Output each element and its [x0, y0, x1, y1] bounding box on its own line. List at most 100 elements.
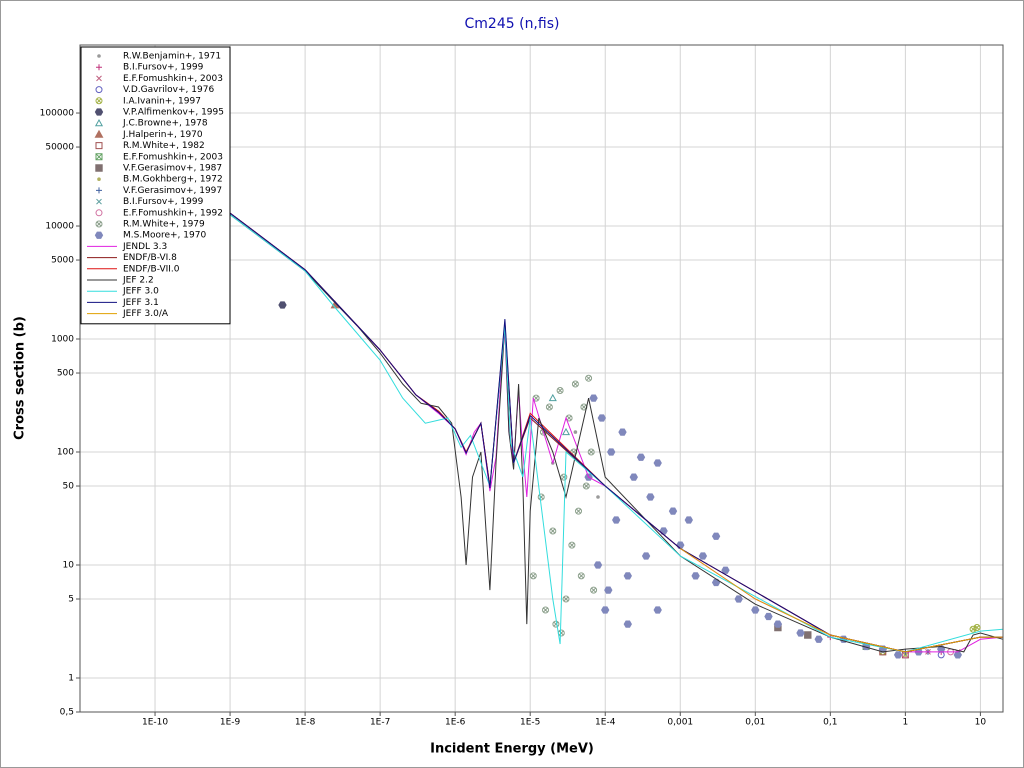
data-point: [636, 453, 646, 461]
y-tick-label: 0,5: [60, 708, 74, 718]
data-point: [577, 572, 585, 580]
legend-swatch: [94, 108, 104, 116]
legend-label: B.I.Fursov+, 1999: [123, 63, 204, 73]
data-point: [597, 414, 606, 422]
legend-swatch: [96, 198, 102, 205]
data-point: [653, 606, 662, 614]
legend-swatch: [95, 142, 103, 150]
legend-label: V.D.Gavrilov+, 1976: [123, 85, 214, 95]
data-point: [542, 606, 550, 614]
data-point: [590, 586, 598, 594]
data-point: [973, 624, 981, 631]
legend-swatch: [97, 177, 101, 181]
data-point: [659, 527, 668, 535]
data-point: [549, 527, 557, 535]
y-tick-label: 50000: [45, 143, 74, 153]
x-tick-label: 0,1: [823, 718, 837, 728]
data-point: [571, 380, 579, 388]
data-point: [796, 629, 805, 637]
legend-swatch: [95, 209, 103, 217]
data-point: [773, 620, 783, 628]
data-point: [582, 482, 590, 490]
data-point: [804, 631, 812, 639]
legend-label: R.W.Benjamin+, 1971: [123, 52, 221, 62]
grid: [76, 45, 1003, 716]
data-point: [545, 403, 553, 411]
data-point: [711, 532, 721, 540]
legend-label: J.C.Browne+, 1978: [122, 119, 208, 129]
y-tick-label: 50: [63, 482, 75, 492]
legend-label: E.F.Fomushkin+, 2003: [123, 152, 223, 162]
data-point: [612, 516, 621, 524]
legend-swatch: [96, 187, 102, 194]
legend-swatch: [94, 129, 104, 138]
legend-label: V.F.Gerasimov+, 1997: [123, 186, 222, 196]
x-tick-label: 0,001: [667, 718, 693, 728]
y-tick-label: 10000: [45, 222, 74, 232]
series-line: [680, 548, 1003, 653]
legend-label: JEF 2.2: [122, 276, 154, 286]
x-tick-label: 0,01: [745, 718, 765, 728]
data-point: [587, 448, 595, 456]
legend-swatch: [96, 75, 102, 82]
y-tick-label: 1: [68, 673, 74, 683]
legend-label: JEFF 3.0: [122, 287, 159, 297]
series-line: [154, 157, 1004, 653]
y-axis-label: Cross section (b): [13, 316, 28, 440]
data-point: [751, 606, 760, 614]
legend-swatch: [95, 97, 103, 105]
x-axis-label: Incident Energy (MeV): [430, 742, 594, 757]
data-point: [575, 507, 583, 515]
legend-swatch: [94, 231, 104, 239]
data-point: [623, 620, 632, 628]
legend-swatch: [95, 153, 103, 161]
plot-area: [80, 45, 1003, 712]
legend-label: V.F.Gerasimov+, 1987: [123, 164, 222, 174]
legend-label: B.I.Fursov+, 1999: [123, 197, 204, 207]
data-point: [556, 387, 564, 394]
y-tick-label: 5: [68, 595, 74, 605]
y-tick-label: 1000: [51, 335, 74, 345]
data-point: [618, 428, 627, 436]
data-point: [901, 651, 909, 659]
data-point: [953, 651, 962, 659]
data-point: [593, 561, 603, 569]
legend-label: JEFF 3.1: [122, 298, 159, 308]
data-point: [698, 552, 708, 560]
data-point: [653, 459, 662, 467]
x-tick-label: 1E-6: [445, 718, 466, 728]
data-point: [589, 394, 598, 402]
data-point: [601, 606, 610, 614]
data-point: [676, 541, 685, 549]
data-point: [668, 507, 678, 515]
data-point: [562, 595, 570, 603]
data-point: [711, 578, 721, 587]
legend-label: E.F.Fomushkin+, 1992: [123, 208, 223, 218]
legend-label: JENDL 3.3: [122, 242, 167, 252]
y-tick-label: 100000: [40, 109, 75, 119]
y-tick-label: 100: [57, 448, 74, 458]
data-point: [585, 374, 593, 382]
legend-label: B.M.Gokhberg+, 1972: [123, 175, 223, 185]
data-point: [893, 651, 903, 659]
y-tick-label: 10: [63, 560, 75, 570]
legend-swatch: [96, 64, 102, 71]
x-tick-label: 10: [975, 718, 987, 728]
x-tick-label: 1E-10: [142, 718, 168, 728]
legend-label: JEFF 3.0/A: [122, 309, 169, 319]
data-point: [568, 541, 576, 549]
data-point: [629, 473, 638, 481]
legend-label: ENDF/B-VII.0: [123, 264, 180, 274]
legend-swatch: [94, 118, 104, 127]
legend-swatch: [95, 164, 103, 172]
x-tick-label: 1E-8: [295, 718, 316, 728]
legend-swatch: [95, 86, 103, 94]
x-tick-label: 1E-5: [520, 718, 540, 728]
data-point: [573, 430, 578, 434]
data-point: [596, 495, 600, 499]
data-point: [529, 572, 537, 580]
x-tick-label: 1E-4: [595, 718, 616, 728]
data-point: [623, 572, 632, 580]
